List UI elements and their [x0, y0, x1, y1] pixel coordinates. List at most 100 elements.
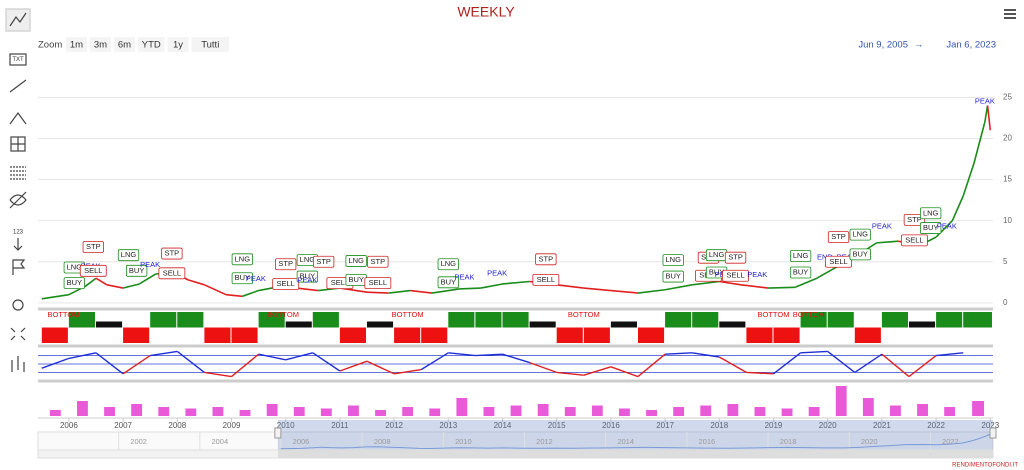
annotation-label: PEAK: [975, 96, 995, 105]
volume-bar: [944, 407, 956, 416]
trend-bar: [95, 321, 123, 328]
tool-adjust[interactable]: [11, 356, 25, 372]
zoom-button-label: 1m: [70, 40, 83, 51]
annotation-box: [367, 255, 389, 268]
tool-fullscreen[interactable]: [10, 327, 26, 341]
trend-annotation: BOTTOM: [793, 310, 825, 319]
annotation-box: [231, 253, 253, 266]
menu-button[interactable]: [1004, 9, 1016, 19]
trend-bar: [475, 312, 502, 328]
volume-bar: [212, 407, 224, 416]
trend-bar: [637, 327, 665, 343]
navigator-tick-label: 2010: [455, 437, 472, 446]
trend-bar: [936, 312, 963, 328]
annotation-label: BUY: [666, 272, 681, 281]
zoom-button[interactable]: [138, 37, 165, 52]
volume-bar: [754, 407, 766, 416]
annotation-label: STP: [371, 257, 386, 266]
trend-annotation: BOTTOM: [267, 310, 299, 319]
annotation-box: [903, 213, 926, 226]
oscillator-segment: [95, 352, 124, 375]
tool-flag[interactable]: [12, 259, 26, 275]
oscillator-segment: [204, 371, 232, 378]
volume-bar: [104, 407, 115, 416]
annotation-label: BUY: [923, 223, 938, 232]
annotation-label: STP: [165, 249, 180, 258]
price-segment: [740, 284, 769, 289]
x-tick-label: 2020: [819, 421, 837, 430]
navigator-selection[interactable]: [277, 420, 994, 450]
x-tick-label: 2015: [548, 421, 566, 430]
zoom-button[interactable]: [66, 37, 87, 52]
annotation-label: STP: [907, 215, 922, 224]
navigator-handle[interactable]: [274, 427, 282, 439]
annotation-label: BUY: [441, 277, 456, 286]
annotation-label: PEAK: [140, 260, 160, 269]
x-tick-label: 2017: [656, 421, 674, 430]
price-segment: [225, 293, 243, 298]
annotation-label: PEAK: [747, 270, 767, 279]
trend-bar: [312, 312, 339, 328]
annotation-label: STP: [316, 257, 331, 266]
annotation-box: [662, 270, 684, 283]
zoom-button[interactable]: [167, 37, 189, 52]
trend-bar: [827, 312, 854, 328]
tool-annotate[interactable]: [13, 238, 23, 251]
trend-bar: [177, 312, 204, 328]
oscillator-segment: [68, 352, 97, 360]
price-segment: [84, 277, 97, 288]
oscillator-segment: [448, 352, 476, 357]
price-segment: [106, 284, 124, 289]
scrollbar-thumb[interactable]: [277, 450, 994, 458]
price-segment: [816, 265, 839, 279]
oscillator-segment: [908, 355, 937, 378]
annotation-label: LNG: [666, 255, 682, 264]
zoom-label: Zoom: [38, 40, 62, 51]
navigator-handle[interactable]: [989, 427, 997, 439]
zoom-button[interactable]: [114, 37, 135, 52]
annotation-label: STP: [728, 253, 743, 262]
trend-bar: [366, 321, 394, 328]
annotation-label: STP: [278, 259, 293, 268]
trend-bar: [448, 312, 475, 328]
navigator-tick-label: 2002: [130, 437, 147, 446]
trend-bar: [204, 327, 231, 343]
volume-bar: [266, 404, 278, 416]
trend-bar: [854, 327, 881, 343]
trend-bar: [339, 327, 366, 343]
annotation-box: [345, 255, 367, 267]
volume-bar: [673, 407, 685, 416]
navigator-line: [280, 433, 992, 450]
x-tick-label: 2023: [981, 421, 999, 430]
price-segment: [502, 280, 530, 285]
x-tick-label: 2009: [223, 421, 241, 430]
annotation-label: STP: [86, 242, 101, 251]
zoom-button[interactable]: [90, 37, 111, 52]
price-segment: [204, 284, 227, 296]
annotation-label: BUY: [793, 267, 808, 276]
annotation-label: STP: [539, 254, 554, 263]
tool-line[interactable]: [9, 79, 27, 93]
volume-bar: [239, 410, 251, 416]
annotation-label: LNG: [793, 251, 809, 260]
volume-bar: [862, 398, 874, 416]
zoom-button-label: 3m: [94, 40, 107, 51]
tool-hide[interactable]: [9, 191, 27, 209]
x-tick-label: 2019: [765, 421, 783, 430]
tool-text[interactable]: [9, 53, 27, 66]
volume-bar: [320, 408, 332, 416]
annotation-label: SELL: [726, 271, 744, 280]
trend-bar: [583, 327, 610, 343]
trend-bar: [800, 312, 827, 328]
zoom-button[interactable]: [191, 37, 230, 52]
annotation-label: PEAK: [246, 274, 266, 283]
tool-zoom[interactable]: [12, 299, 24, 311]
annotation-box: [827, 231, 850, 244]
tool-fib[interactable]: [10, 166, 26, 180]
annotation-box: [901, 234, 928, 247]
navigator-tick-label: 2004: [211, 437, 228, 446]
price-segment: [296, 287, 319, 292]
tool-pitchfork[interactable]: [9, 111, 27, 125]
range-arrow: →: [914, 40, 924, 51]
